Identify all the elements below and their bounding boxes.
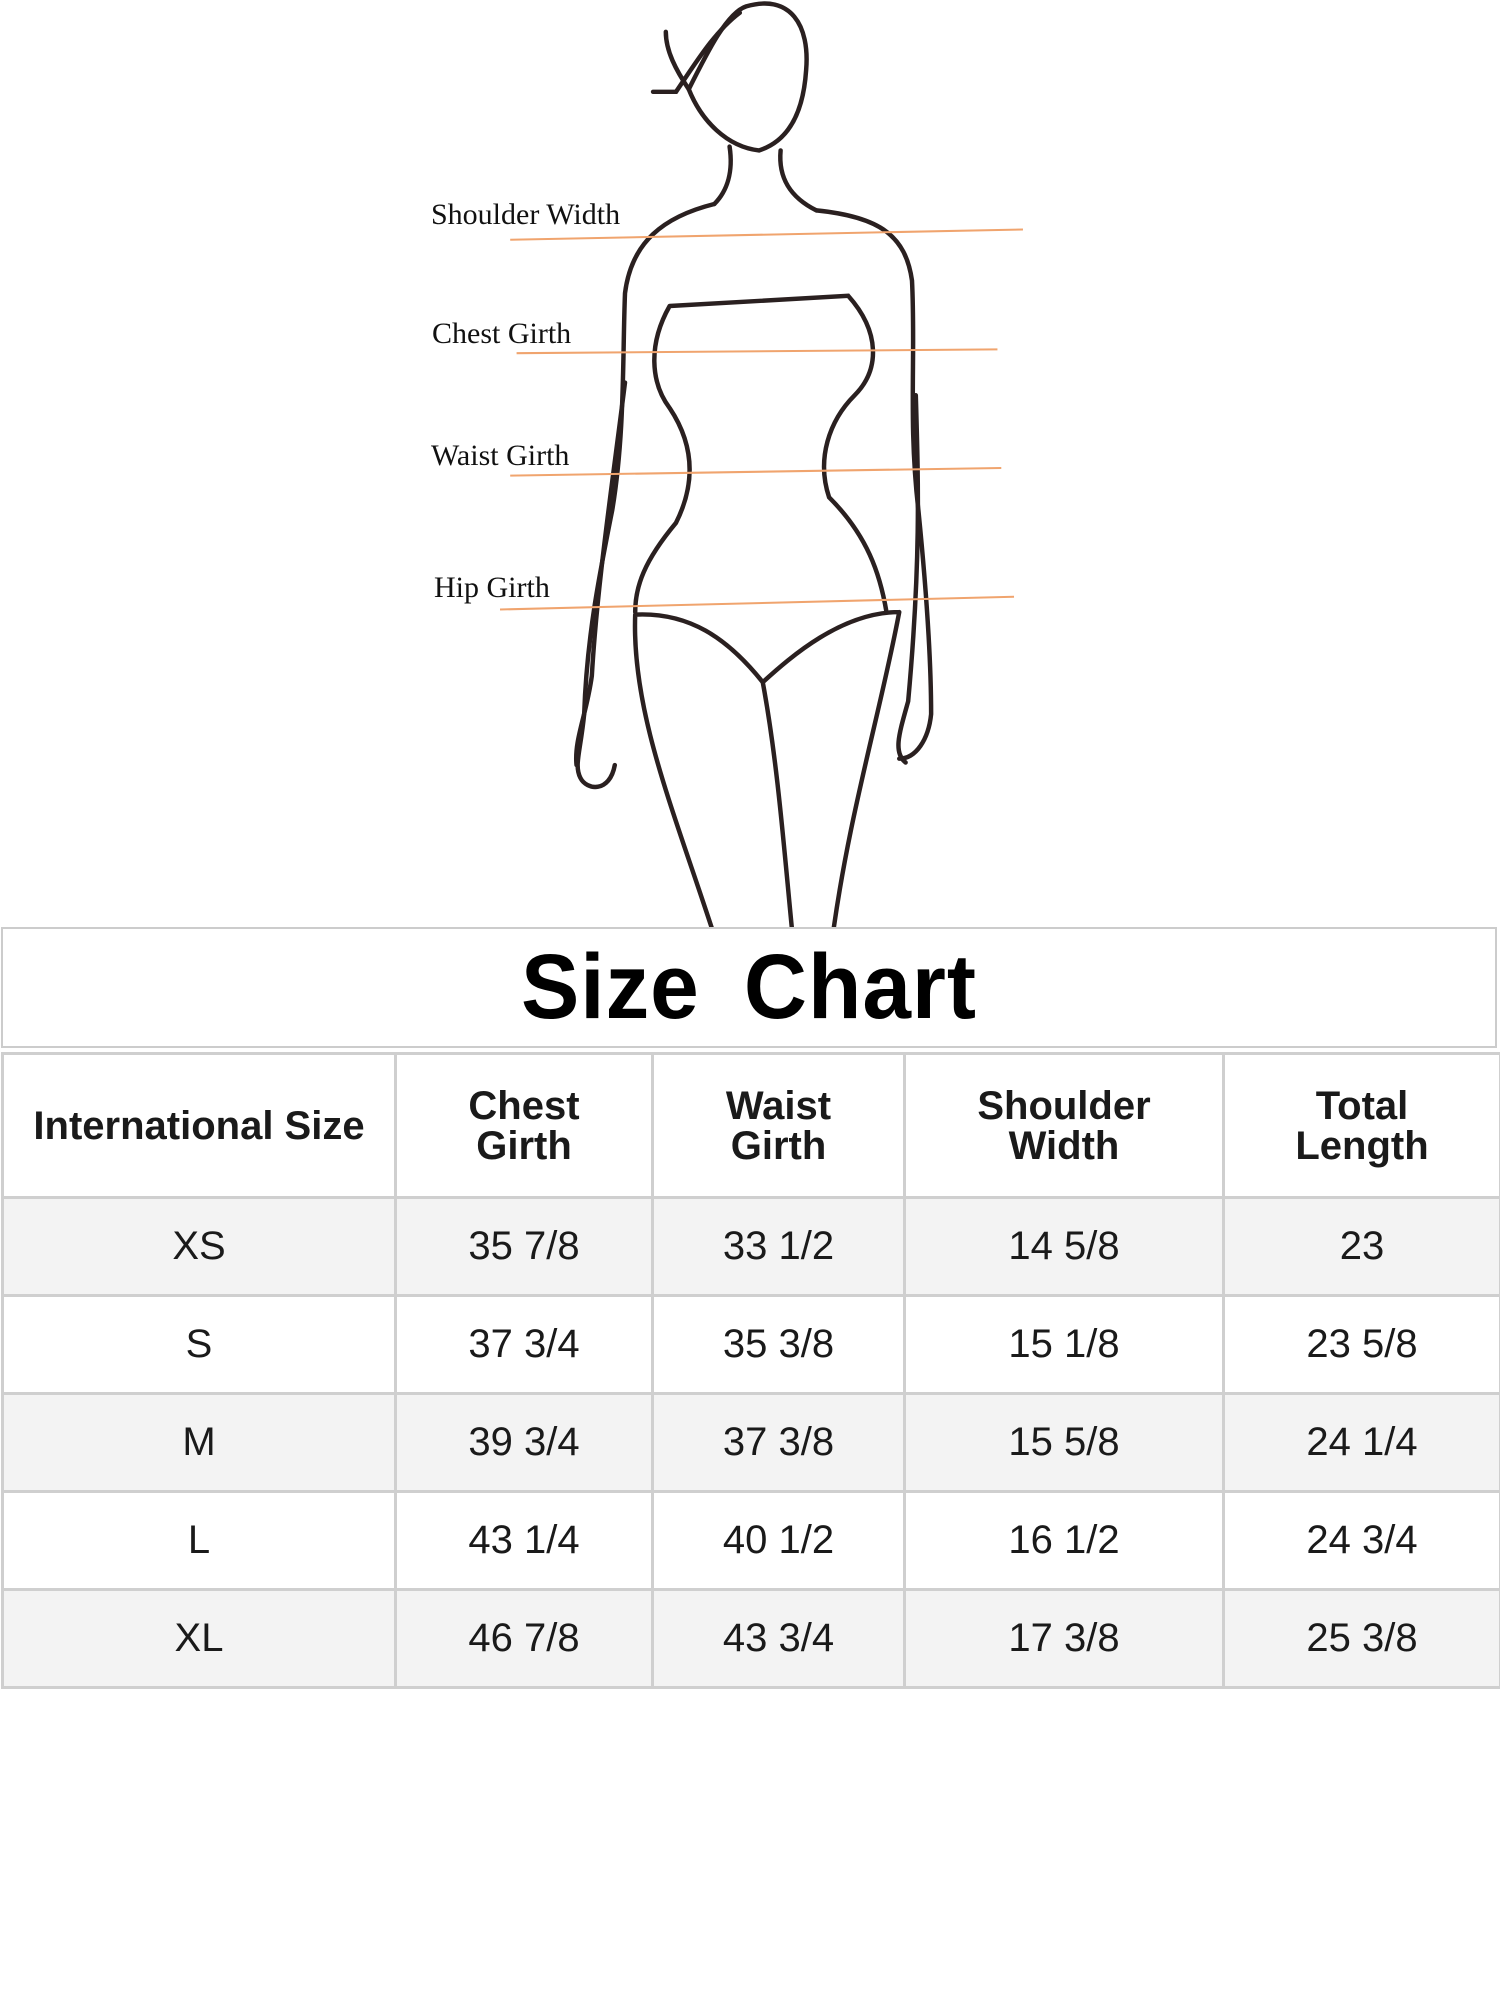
- cell-chest: 39 3/4: [394, 1392, 654, 1493]
- cell-waist: 43 3/4: [651, 1588, 906, 1689]
- header-waist-girth-text: Waist Girth: [725, 1083, 832, 1168]
- cell-size: M: [1, 1392, 397, 1493]
- cell-length: 23: [1222, 1196, 1500, 1297]
- table-header-row: International Size Chest Girth Waist Gir…: [1, 1052, 1500, 1199]
- bust: [632, 293, 889, 615]
- header-total-length: Total Length: [1222, 1052, 1500, 1199]
- cell-shoulder: 15 5/8: [903, 1392, 1225, 1493]
- page-title: Size Chart: [521, 936, 977, 1038]
- header-shoulder-width: Shoulder Width: [903, 1052, 1225, 1199]
- label-shoulder-width: Shoulder Width: [431, 198, 621, 231]
- label-hip-girth: Hip Girth: [434, 571, 550, 604]
- shoulder-width-line: [510, 228, 1023, 241]
- torso-right: [814, 208, 934, 761]
- cell-shoulder: 14 5/8: [903, 1196, 1225, 1297]
- cell-waist: 37 3/8: [651, 1392, 906, 1493]
- cell-length: 25 3/8: [1222, 1588, 1500, 1689]
- hip-girth-line: [499, 595, 1015, 611]
- header-chest-girth-text: Chest Girth: [468, 1083, 580, 1168]
- header-chest-girth: Chest Girth: [394, 1052, 654, 1199]
- cell-waist: 40 1/2: [651, 1490, 906, 1591]
- header-shoulder-width-text: Shoulder Width: [977, 1083, 1151, 1168]
- neck-right: [778, 148, 819, 213]
- neck-left: [712, 144, 733, 207]
- measure-lines: [499, 228, 1023, 611]
- size-table: International Size Chest Girth Waist Gir…: [1, 1052, 1500, 1689]
- cell-shoulder: 17 3/8: [903, 1588, 1225, 1689]
- table-row: XL 46 7/8 43 3/4 17 3/8 25 3/8: [1, 1588, 1500, 1689]
- cell-chest: 35 7/8: [394, 1196, 654, 1297]
- arms: [573, 380, 921, 768]
- cell-shoulder: 15 1/8: [903, 1294, 1225, 1395]
- header-total-length-text: Total Length: [1295, 1083, 1429, 1168]
- cell-chest: 37 3/4: [394, 1294, 654, 1395]
- cell-length: 23 5/8: [1222, 1294, 1500, 1395]
- label-waist-girth: Waist Girth: [431, 439, 570, 472]
- body-figure-illustration: [499, 1, 1023, 927]
- cell-size: XS: [1, 1196, 397, 1297]
- label-chest-girth: Chest Girth: [432, 317, 572, 350]
- table-row: M 39 3/4 37 3/8 15 5/8 24 1/4: [1, 1392, 1500, 1493]
- cell-length: 24 1/4: [1222, 1392, 1500, 1493]
- chest-girth-line: [516, 348, 998, 355]
- cell-chest: 46 7/8: [394, 1588, 654, 1689]
- table-row: L 43 1/4 40 1/2 16 1/2 24 3/4: [1, 1490, 1500, 1591]
- hips: [632, 609, 902, 927]
- torso-left: [575, 201, 717, 790]
- head-outline: [686, 1, 809, 153]
- table-row: S 37 3/4 35 3/8 15 1/8 23 5/8: [1, 1294, 1500, 1395]
- cell-chest: 43 1/4: [394, 1490, 654, 1591]
- waist-girth-line: [510, 466, 1002, 477]
- cell-size: S: [1, 1294, 397, 1395]
- title-box: Size Chart: [1, 927, 1497, 1048]
- cell-shoulder: 16 1/2: [903, 1490, 1225, 1591]
- hair-stroke: [650, 10, 743, 95]
- header-waist-girth: Waist Girth: [651, 1052, 906, 1199]
- cell-length: 24 3/4: [1222, 1490, 1500, 1591]
- table-row: XS 35 7/8 33 1/2 14 5/8 23: [1, 1196, 1500, 1297]
- cell-size: XL: [1, 1588, 397, 1689]
- cell-waist: 33 1/2: [651, 1196, 906, 1297]
- cell-waist: 35 3/8: [651, 1294, 906, 1395]
- header-international-size: International Size: [1, 1052, 397, 1199]
- cell-size: L: [1, 1490, 397, 1591]
